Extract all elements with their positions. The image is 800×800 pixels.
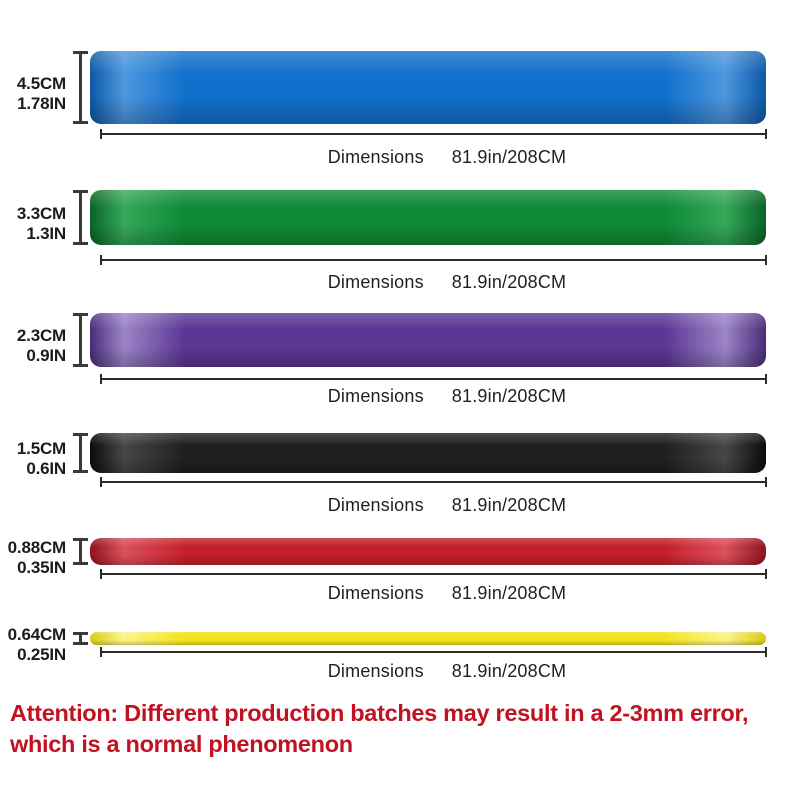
length-caption: Dimensions 81.9in/208CM bbox=[47, 272, 800, 293]
dimensions-value: 81.9in/208CM bbox=[451, 583, 567, 603]
band-row-purple: 2.3CM 0.9IN Dimensions 81.9in/208CM bbox=[0, 313, 800, 406]
attention-line-2: which is a normal phenomenon bbox=[10, 731, 353, 758]
length-dimension-line bbox=[100, 477, 767, 487]
dimensions-label: Dimensions bbox=[327, 386, 424, 406]
width-in: 0.35IN bbox=[17, 557, 66, 577]
length-dimension-line bbox=[100, 129, 767, 139]
width-label-black: 1.5CM 0.6IN bbox=[0, 439, 66, 479]
width-cm: 0.64CM bbox=[7, 624, 67, 644]
length-caption: Dimensions 81.9in/208CM bbox=[47, 386, 800, 407]
dimensions-value: 81.9in/208CM bbox=[451, 386, 567, 406]
width-label-blue: 4.5CM 1.78IN bbox=[0, 73, 66, 113]
resistance-band-green bbox=[90, 190, 766, 245]
width-cm: 1.5CM bbox=[16, 438, 66, 458]
band-row-black: 1.5CM 0.6IN Dimensions 81.9in/208CM bbox=[0, 433, 800, 515]
height-measure-bracket bbox=[73, 190, 88, 245]
length-dimension-line bbox=[100, 647, 767, 657]
width-in: 0.25IN bbox=[17, 644, 66, 664]
height-measure-bracket bbox=[73, 433, 88, 473]
width-cm: 4.5CM bbox=[16, 73, 66, 93]
width-cm: 0.88CM bbox=[7, 537, 67, 557]
width-label-yellow: 0.64CM 0.25IN bbox=[0, 624, 67, 664]
length-caption: Dimensions 81.9in/208CM bbox=[47, 583, 800, 604]
length-caption: Dimensions 81.9in/208CM bbox=[47, 495, 800, 516]
attention-line-1: Attention: Different production batches … bbox=[10, 700, 749, 726]
dimensions-label: Dimensions bbox=[327, 661, 424, 681]
dimensions-value: 81.9in/208CM bbox=[451, 661, 567, 681]
dimensions-value: 81.9in/208CM bbox=[451, 495, 567, 515]
band-row-green: 3.3CM 1.3IN Dimensions 81.9in/208CM bbox=[0, 190, 800, 292]
dimensions-label: Dimensions bbox=[327, 583, 424, 603]
length-dimension-line bbox=[100, 255, 767, 265]
band-row-red: 0.88CM 0.35IN Dimensions 81.9in/208CM bbox=[0, 537, 800, 603]
width-in: 1.3IN bbox=[26, 223, 66, 243]
height-measure-bracket bbox=[73, 51, 88, 124]
width-label-purple: 2.3CM 0.9IN bbox=[0, 326, 66, 366]
width-label-green: 3.3CM 1.3IN bbox=[0, 203, 66, 243]
length-caption: Dimensions 81.9in/208CM bbox=[47, 661, 800, 682]
length-caption: Dimensions 81.9in/208CM bbox=[47, 147, 800, 168]
resistance-band-yellow bbox=[90, 632, 766, 645]
dimensions-label: Dimensions bbox=[327, 272, 424, 292]
resistance-band-purple bbox=[90, 313, 766, 367]
width-in: 0.6IN bbox=[26, 459, 66, 478]
width-in: 0.9IN bbox=[26, 346, 66, 365]
band-row-blue: 4.5CM 1.78IN Dimensions 81.9in/208CM bbox=[0, 51, 800, 167]
height-measure-bracket bbox=[73, 538, 88, 565]
dimensions-label: Dimensions bbox=[327, 495, 424, 515]
resistance-band-blue bbox=[90, 51, 766, 124]
length-dimension-line bbox=[100, 569, 767, 579]
dimensions-label: Dimensions bbox=[327, 147, 424, 167]
attention-note: Attention: Different production batches … bbox=[10, 698, 796, 761]
width-cm: 2.3CM bbox=[16, 325, 66, 345]
dimensions-value: 81.9in/208CM bbox=[451, 272, 567, 292]
band-row-yellow: 0.64CM 0.25IN Dimensions 81.9in/208CM bbox=[0, 624, 800, 681]
width-cm: 3.3CM bbox=[16, 203, 66, 223]
resistance-band-black bbox=[90, 433, 766, 473]
width-label-red: 0.88CM 0.35IN bbox=[0, 537, 67, 577]
dimensions-value: 81.9in/208CM bbox=[451, 147, 567, 167]
length-dimension-line bbox=[100, 374, 767, 384]
width-in: 1.78IN bbox=[17, 93, 66, 113]
resistance-band-red bbox=[90, 538, 766, 565]
height-measure-bracket bbox=[73, 632, 88, 645]
height-measure-bracket bbox=[73, 313, 88, 367]
